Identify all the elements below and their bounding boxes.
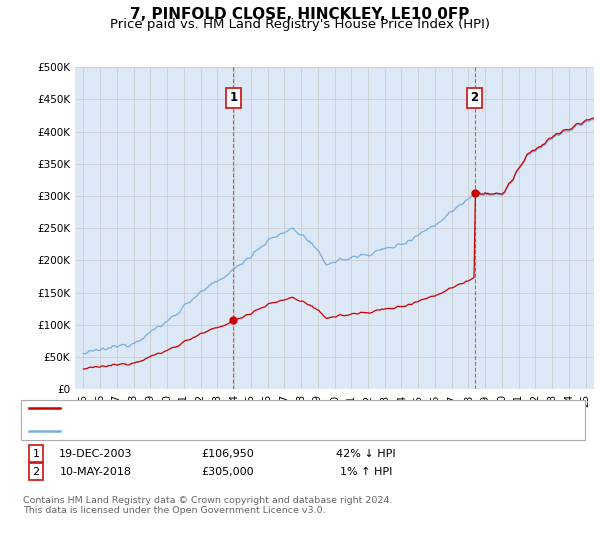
- Text: 1: 1: [32, 449, 40, 459]
- Text: 7, PINFOLD CLOSE, HINCKLEY, LE10 0FP (detached house): 7, PINFOLD CLOSE, HINCKLEY, LE10 0FP (de…: [64, 403, 383, 413]
- Text: HPI: Average price, detached house, Hinckley and Bosworth: HPI: Average price, detached house, Hinc…: [64, 426, 392, 436]
- Text: Price paid vs. HM Land Registry's House Price Index (HPI): Price paid vs. HM Land Registry's House …: [110, 18, 490, 31]
- Text: 1: 1: [229, 91, 238, 104]
- Text: 2: 2: [32, 466, 40, 477]
- Text: Contains HM Land Registry data © Crown copyright and database right 2024.
This d: Contains HM Land Registry data © Crown c…: [23, 496, 392, 515]
- Text: 10-MAY-2018: 10-MAY-2018: [60, 466, 132, 477]
- Text: 2: 2: [470, 91, 479, 104]
- Text: 7, PINFOLD CLOSE, HINCKLEY, LE10 0FP: 7, PINFOLD CLOSE, HINCKLEY, LE10 0FP: [130, 7, 470, 22]
- Text: 42% ↓ HPI: 42% ↓ HPI: [336, 449, 396, 459]
- Text: £305,000: £305,000: [202, 466, 254, 477]
- Text: 1% ↑ HPI: 1% ↑ HPI: [340, 466, 392, 477]
- Text: 19-DEC-2003: 19-DEC-2003: [59, 449, 133, 459]
- Text: £106,950: £106,950: [202, 449, 254, 459]
